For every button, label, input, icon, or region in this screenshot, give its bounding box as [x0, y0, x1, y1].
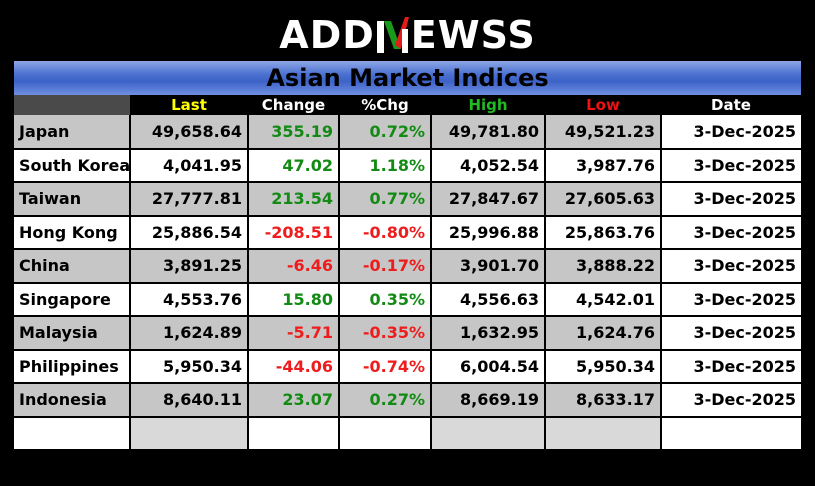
change-cell: 47.02: [247, 148, 339, 183]
high-cell: 8,669.19: [430, 383, 545, 418]
last-cell: 3,891.25: [129, 249, 248, 284]
country-cell: Taiwan: [14, 182, 130, 217]
change-cell: -208.51: [247, 215, 339, 250]
last-cell: 4,553.76: [129, 282, 248, 317]
pchg-cell: -0.80%: [338, 215, 431, 250]
empty-cell: [430, 416, 545, 451]
low-cell: 4,542.01: [544, 282, 661, 317]
low-cell: 8,633.17: [544, 383, 661, 418]
change-cell: -44.06: [247, 349, 339, 384]
empty-cell: [14, 416, 130, 451]
table-row: Indonesia 8,640.11 23.07 0.27% 8,669.19 8,633…: [14, 383, 801, 418]
last-cell: 25,886.54: [129, 215, 248, 250]
low-cell: 3,987.76: [544, 148, 661, 183]
pchg-cell: 0.27%: [338, 383, 431, 418]
change-cell: 23.07: [247, 383, 339, 418]
high-cell: 4,556.63: [430, 282, 545, 317]
pchg-cell: 1.18%: [338, 148, 431, 183]
change-cell: 15.80: [247, 282, 339, 317]
low-cell: 1,624.76: [544, 316, 661, 351]
low-column-header: Low: [545, 95, 661, 115]
pchg-cell: 0.77%: [338, 182, 431, 217]
table-row: Singapore 4,553.76 15.80 0.35% 4,556.63 4,542…: [14, 282, 801, 317]
table-row: Hong Kong 25,886.54 -208.51 -0.80% 25,996.88…: [14, 215, 801, 250]
country-cell: Hong Kong: [14, 215, 130, 250]
low-cell: 27,605.63: [544, 182, 661, 217]
last-cell: 1,624.89: [129, 316, 248, 351]
country-cell: Japan: [14, 115, 130, 150]
logo-text-left: ADD: [279, 13, 375, 57]
empty-cell: [247, 416, 339, 451]
last-column-header: Last: [130, 95, 248, 115]
date-cell: 3-Dec-2025: [660, 148, 801, 183]
pchg-cell: -0.35%: [338, 316, 431, 351]
country-cell: Malaysia: [14, 316, 130, 351]
change-cell: 355.19: [247, 115, 339, 150]
high-cell: 6,004.54: [430, 349, 545, 384]
last-cell: 8,640.11: [129, 383, 248, 418]
logo-n-mark-icon: [375, 15, 411, 55]
low-cell: 5,950.34: [544, 349, 661, 384]
country-cell: South Korea: [14, 148, 130, 183]
pchg-cell: -0.17%: [338, 249, 431, 284]
last-cell: 5,950.34: [129, 349, 248, 384]
last-cell: 49,658.64: [129, 115, 248, 150]
logo-text-right: EWSS: [410, 13, 536, 57]
empty-cell: [129, 416, 248, 451]
date-cell: 3-Dec-2025: [660, 349, 801, 384]
date-cell: 3-Dec-2025: [660, 115, 801, 150]
country-column-header: [14, 95, 130, 115]
high-cell: 27,847.67: [430, 182, 545, 217]
table-row: Japan 49,658.64 355.19 0.72% 49,781.80 49,521…: [14, 115, 801, 150]
date-cell: 3-Dec-2025: [660, 316, 801, 351]
country-cell: Singapore: [14, 282, 130, 317]
last-cell: 4,041.95: [129, 148, 248, 183]
date-cell: 3-Dec-2025: [660, 215, 801, 250]
page-title: Asian Market Indices: [266, 64, 549, 92]
date-cell: 3-Dec-2025: [660, 249, 801, 284]
pchg-cell: 0.72%: [338, 115, 431, 150]
country-cell: Philippines: [14, 349, 130, 384]
table-row: Taiwan 27,777.81 213.54 0.77% 27,847.67 27,60…: [14, 182, 801, 217]
change-cell: -5.71: [247, 316, 339, 351]
date-cell: 3-Dec-2025: [660, 282, 801, 317]
country-cell: China: [14, 249, 130, 284]
change-column-header: Change: [248, 95, 339, 115]
high-cell: 3,901.70: [430, 249, 545, 284]
date-column-header: Date: [661, 95, 801, 115]
title-banner: Asian Market Indices: [14, 61, 801, 95]
low-cell: 49,521.23: [544, 115, 661, 150]
table-row: China 3,891.25 -6.46 -0.17% 3,901.70 3,888.22…: [14, 249, 801, 284]
empty-cell: [338, 416, 431, 451]
country-cell: Indonesia: [14, 383, 130, 418]
brand-logo: ADD EWSS: [0, 10, 815, 60]
pchg-column-header: %Chg: [339, 95, 431, 115]
low-cell: 3,888.22: [544, 249, 661, 284]
pchg-cell: -0.74%: [338, 349, 431, 384]
empty-cell: [660, 416, 801, 451]
last-cell: 27,777.81: [129, 182, 248, 217]
date-cell: 3-Dec-2025: [660, 182, 801, 217]
market-indices-table: Last Change %Chg High Low Date Japan 49,6…: [14, 95, 801, 451]
pchg-cell: 0.35%: [338, 282, 431, 317]
table-row: Philippines 5,950.34 -44.06 -0.74% 6,004.54 5…: [14, 349, 801, 384]
high-cell: 4,052.54: [430, 148, 545, 183]
header-row: Last Change %Chg High Low Date: [14, 95, 801, 115]
high-cell: 25,996.88: [430, 215, 545, 250]
change-cell: 213.54: [247, 182, 339, 217]
empty-row: [14, 416, 801, 451]
high-cell: 1,632.95: [430, 316, 545, 351]
change-cell: -6.46: [247, 249, 339, 284]
low-cell: 25,863.76: [544, 215, 661, 250]
empty-cell: [544, 416, 661, 451]
table-row: Malaysia 1,624.89 -5.71 -0.35% 1,632.95 1,624…: [14, 316, 801, 351]
high-cell: 49,781.80: [430, 115, 545, 150]
table-row: South Korea 4,041.95 47.02 1.18% 4,052.54 3,9…: [14, 148, 801, 183]
high-column-header: High: [431, 95, 545, 115]
date-cell: 3-Dec-2025: [660, 383, 801, 418]
